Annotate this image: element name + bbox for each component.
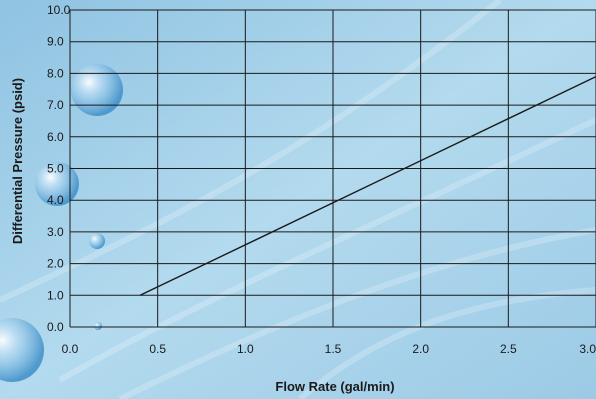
- y-tick-label: 5.0: [47, 162, 64, 176]
- series-line: [139, 75, 596, 296]
- x-tick-label: 1.5: [325, 342, 342, 356]
- data-series: [139, 75, 596, 296]
- y-tick-label: 7.0: [47, 98, 64, 112]
- grid-lines: [69, 9, 596, 328]
- y-tick-label: 4.0: [47, 193, 64, 207]
- x-tick-label: 2.5: [500, 342, 517, 356]
- bubble: [35, 162, 79, 206]
- x-tick-label: 3.0: [579, 342, 596, 356]
- x-tick-label: 0.0: [62, 342, 79, 356]
- y-tick-label: 1.0: [47, 288, 64, 302]
- x-tick-labels: 0.0 0.5 1.0 1.5 2.0 2.5 3.0: [62, 342, 596, 356]
- x-tick-label: 1.0: [237, 342, 254, 356]
- y-tick-label: 3.0: [47, 225, 64, 239]
- y-tick-label: 2.0: [47, 257, 64, 271]
- x-tick-label: 0.5: [149, 342, 166, 356]
- x-axis-title: Flow Rate (gal/min): [275, 379, 394, 394]
- y-tick-labels: 0.0 1.0 2.0 3.0 4.0 5.0 6.0 7.0 8.0 9.0 10.0: [47, 3, 71, 334]
- x-tick-label: 2.0: [412, 342, 429, 356]
- bubble: [94, 322, 102, 330]
- y-tick-label: 0.0: [47, 320, 64, 334]
- y-tick-label: 8.0: [47, 66, 64, 80]
- y-axis-title: Differential Pressure (psid): [10, 78, 25, 244]
- bubble: [89, 233, 105, 249]
- bubble: [0, 318, 44, 382]
- y-tick-label: 9.0: [47, 35, 64, 49]
- bubble: [71, 64, 123, 116]
- y-tick-label: 6.0: [47, 130, 64, 144]
- y-tick-label: 10.0: [47, 3, 71, 17]
